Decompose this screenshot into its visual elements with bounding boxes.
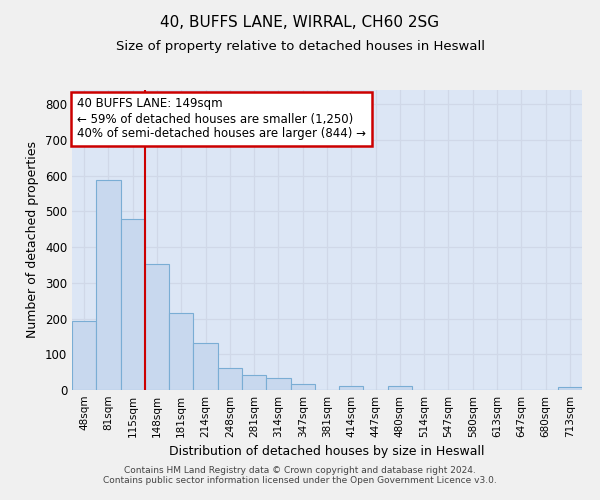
Text: 40, BUFFS LANE, WIRRAL, CH60 2SG: 40, BUFFS LANE, WIRRAL, CH60 2SG	[160, 15, 440, 30]
Bar	[339, 386, 364, 390]
Bar	[96, 180, 121, 390]
Text: Contains HM Land Registry data © Crown copyright and database right 2024.
Contai: Contains HM Land Registry data © Crown c…	[103, 466, 497, 485]
Bar	[558, 387, 582, 390]
Y-axis label: Number of detached properties: Number of detached properties	[26, 142, 40, 338]
Text: 40 BUFFS LANE: 149sqm
← 59% of detached houses are smaller (1,250)
40% of semi-d: 40 BUFFS LANE: 149sqm ← 59% of detached …	[77, 98, 366, 140]
Bar	[121, 218, 145, 390]
Bar	[72, 322, 96, 390]
Bar	[388, 386, 412, 390]
Bar	[193, 342, 218, 390]
Text: Size of property relative to detached houses in Heswall: Size of property relative to detached ho…	[115, 40, 485, 53]
Bar	[169, 313, 193, 390]
Bar	[218, 368, 242, 390]
Bar	[266, 378, 290, 390]
X-axis label: Distribution of detached houses by size in Heswall: Distribution of detached houses by size …	[169, 446, 485, 458]
Bar	[242, 374, 266, 390]
Bar	[145, 264, 169, 390]
Bar	[290, 384, 315, 390]
